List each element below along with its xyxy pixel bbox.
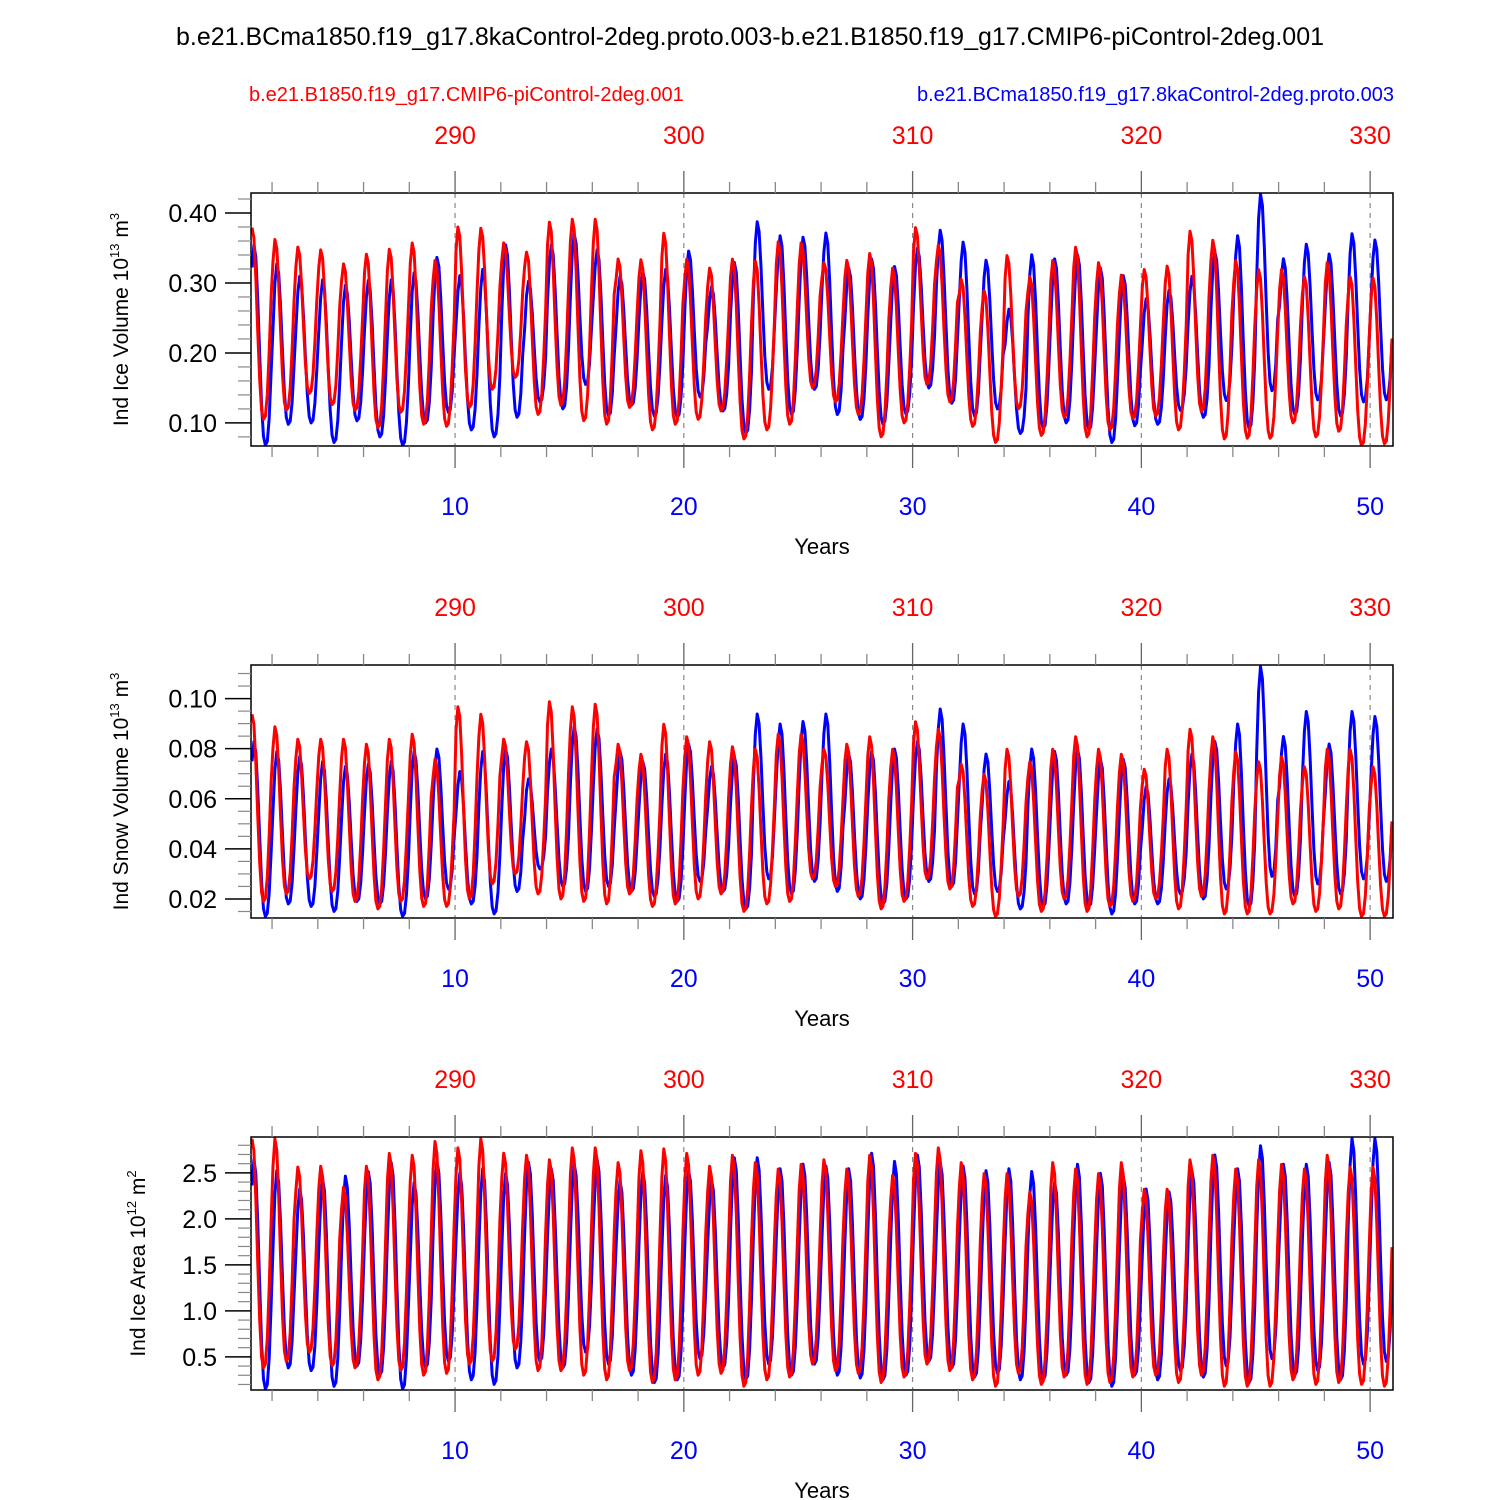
plot-frame bbox=[250, 192, 1394, 447]
y-tick-label: 0.06 bbox=[168, 786, 217, 814]
y-tick-label: 0.5 bbox=[182, 1344, 217, 1372]
x-bottom-tick-label: 50 bbox=[1356, 965, 1384, 993]
x-bottom-tick-label: 40 bbox=[1127, 1437, 1155, 1465]
y-axis-label: Ind Ice Volume 1013 m3 bbox=[107, 213, 133, 426]
x-top-tick-label: 320 bbox=[1120, 1066, 1162, 1094]
series-line-red bbox=[251, 217, 1393, 446]
y-tick-label: 0.08 bbox=[168, 736, 217, 764]
y-tick-label: 0.10 bbox=[168, 410, 217, 438]
y-label-text: Ind Ice Area 10 bbox=[127, 1215, 150, 1356]
y-tick-label: 0.10 bbox=[168, 686, 217, 714]
y-label-exponent: 13 bbox=[107, 243, 122, 257]
x-bottom-tick-label: 30 bbox=[899, 493, 927, 521]
x-top-tick-label: 290 bbox=[434, 122, 476, 150]
y-tick-label: 1.0 bbox=[182, 1298, 217, 1326]
chart-title: b.e21.BCma1850.f19_g17.8kaControl-2deg.p… bbox=[176, 23, 1324, 51]
y-label-unit-exponent: 3 bbox=[107, 673, 122, 680]
x-bottom-tick-label: 50 bbox=[1356, 493, 1384, 521]
x-top-tick-label: 330 bbox=[1349, 594, 1391, 622]
x-top-tick-label: 300 bbox=[663, 594, 705, 622]
y-tick-label: 0.04 bbox=[168, 836, 217, 864]
legend-right-label: b.e21.BCma1850.f19_g17.8kaControl-2deg.p… bbox=[917, 84, 1394, 106]
x-top-tick-label: 310 bbox=[892, 1066, 934, 1094]
series-line-red bbox=[251, 700, 1393, 918]
x-top-tick-label: 330 bbox=[1349, 1066, 1391, 1094]
y-label-text: Ind Snow Volume 10 bbox=[110, 718, 133, 911]
x-top-tick-label: 290 bbox=[434, 1066, 476, 1094]
y-tick-label: 0.20 bbox=[168, 340, 217, 368]
x-axis-label: Years bbox=[794, 1006, 849, 1031]
y-axis-label: Ind Ice Area 1012 m2 bbox=[124, 1170, 150, 1356]
y-tick-label: 0.30 bbox=[168, 270, 217, 298]
y-tick-label: 2.5 bbox=[182, 1160, 217, 1188]
plot-frame bbox=[250, 1136, 1394, 1391]
x-bottom-tick-label: 10 bbox=[441, 1437, 469, 1465]
x-top-tick-label: 290 bbox=[434, 594, 476, 622]
x-bottom-tick-label: 30 bbox=[899, 965, 927, 993]
x-top-tick-label: 320 bbox=[1120, 594, 1162, 622]
y-tick-label: 1.5 bbox=[182, 1252, 217, 1280]
y-tick-label: 0.02 bbox=[168, 886, 217, 914]
y-label-unit: m bbox=[110, 680, 133, 703]
y-label-exponent: 13 bbox=[107, 703, 122, 717]
x-axis-label: Years bbox=[794, 534, 849, 559]
y-label-exponent: 12 bbox=[124, 1201, 139, 1215]
x-bottom-tick-label: 20 bbox=[670, 1437, 698, 1465]
series-line-red bbox=[251, 1137, 1393, 1388]
x-top-tick-label: 300 bbox=[663, 1066, 705, 1094]
x-top-tick-label: 300 bbox=[663, 122, 705, 150]
plot-frame bbox=[250, 664, 1394, 919]
x-top-tick-label: 320 bbox=[1120, 122, 1162, 150]
y-label-text: Ind Ice Volume 10 bbox=[110, 258, 133, 426]
y-label-unit-exponent: 2 bbox=[124, 1170, 139, 1177]
x-bottom-tick-label: 20 bbox=[670, 965, 698, 993]
x-top-tick-label: 310 bbox=[892, 122, 934, 150]
x-bottom-tick-label: 10 bbox=[441, 493, 469, 521]
y-tick-label: 0.40 bbox=[168, 200, 217, 228]
panel-ice-area: 0.5 1.0 1.5 2.0 2.5 10 20 30 40 50 290 300 310 320 330… bbox=[124, 1066, 1394, 1500]
legend-left-label: b.e21.B1850.f19_g17.CMIP6-piControl-2deg… bbox=[249, 84, 684, 106]
x-bottom-tick-label: 40 bbox=[1127, 965, 1155, 993]
y-label-unit: m bbox=[127, 1178, 150, 1201]
x-bottom-tick-label: 10 bbox=[441, 965, 469, 993]
panel-snow-volume: 0.02 0.04 0.06 0.08 0.10 10 20 30 40 50 290 300 310 3… bbox=[107, 594, 1394, 1031]
x-bottom-tick-label: 20 bbox=[670, 493, 698, 521]
x-bottom-tick-label: 30 bbox=[899, 1437, 927, 1465]
y-label-unit: m bbox=[110, 220, 133, 243]
y-axis-label: Ind Snow Volume 1013 m3 bbox=[107, 673, 133, 911]
y-tick-label: 2.0 bbox=[182, 1206, 217, 1234]
x-top-tick-label: 330 bbox=[1349, 122, 1391, 150]
x-bottom-tick-label: 50 bbox=[1356, 1437, 1384, 1465]
y-label-unit-exponent: 3 bbox=[107, 213, 122, 220]
x-top-tick-label: 310 bbox=[892, 594, 934, 622]
x-bottom-tick-label: 40 bbox=[1127, 493, 1155, 521]
x-axis-label: Years bbox=[794, 1478, 849, 1500]
